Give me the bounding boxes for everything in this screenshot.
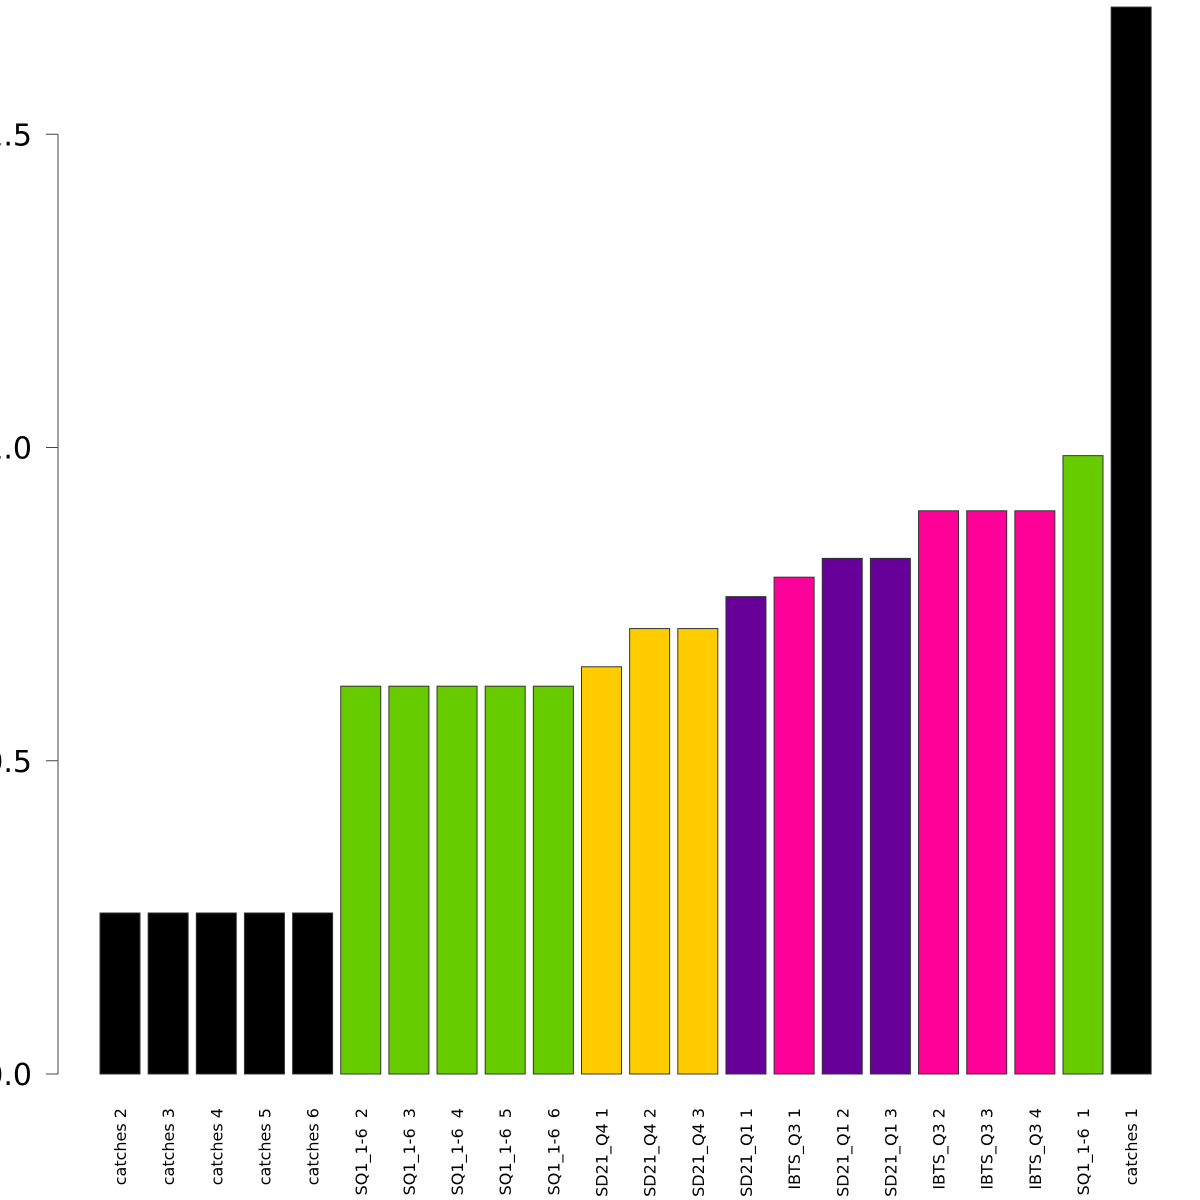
x-category-label: IBTS_Q3 1 [785,1108,805,1190]
x-category-label: SD21_Q1 3 [881,1108,901,1197]
x-category-label: IBTS_Q3 3 [978,1108,998,1190]
bar [532,685,574,1075]
x-category-label: SD21_Q1 1 [737,1108,757,1197]
bar [869,557,911,1075]
bar [1062,455,1104,1075]
x-category-label: SD21_Q1 2 [833,1108,853,1197]
bar [388,685,430,1075]
y-tick-label: 1.5 [0,118,32,153]
bar [773,576,815,1075]
x-category-label: SD21_Q4 3 [689,1108,709,1197]
bar [966,510,1008,1075]
x-category-label: SD21_Q4 1 [593,1108,613,1197]
x-axis-labels: catches 2 catches 3 catches 4 catches 5 catc… [111,1108,1141,1197]
bar [918,510,960,1075]
y-tick-label: 1.0 [0,432,32,467]
y-axis: 0.0 0.5 1.0 1.5 [0,118,59,1093]
x-category-label: SD21_Q4 2 [641,1108,661,1197]
bar [629,628,671,1075]
y-tick-label: 0.0 [0,1058,32,1093]
x-category-label: catches 3 [159,1108,178,1185]
bar [677,628,719,1075]
bar [292,912,334,1075]
bar [195,912,237,1075]
x-category-label: SQ1_1-6 2 [352,1108,372,1195]
bar [436,685,478,1075]
x-category-label: catches 6 [304,1108,323,1185]
bar [725,596,767,1075]
x-category-label: SQ1_1-6 5 [496,1108,516,1195]
bar [243,912,285,1075]
y-tick-label: 0.5 [0,745,32,780]
x-category-label: SQ1_1-6 4 [448,1108,468,1195]
bar [1110,6,1152,1075]
bar [147,912,189,1075]
x-category-label: IBTS_Q3 2 [930,1108,950,1190]
x-category-label: SQ1_1-6 6 [544,1108,564,1195]
x-category-label: SQ1_1-6 3 [400,1108,420,1195]
x-category-label: catches 2 [111,1108,130,1185]
bar [99,912,141,1075]
bar [821,557,863,1075]
x-category-label: SQ1_1-6 1 [1074,1108,1094,1195]
bar [1014,510,1056,1075]
x-category-label: catches 4 [207,1108,226,1185]
bar [581,666,622,1075]
x-category-label: catches 5 [255,1108,274,1185]
bar [484,685,526,1075]
x-category-label: IBTS_Q3 4 [1026,1108,1046,1190]
bars [99,6,1152,1075]
x-category-label: catches 1 [1122,1108,1141,1185]
bar [340,685,382,1075]
